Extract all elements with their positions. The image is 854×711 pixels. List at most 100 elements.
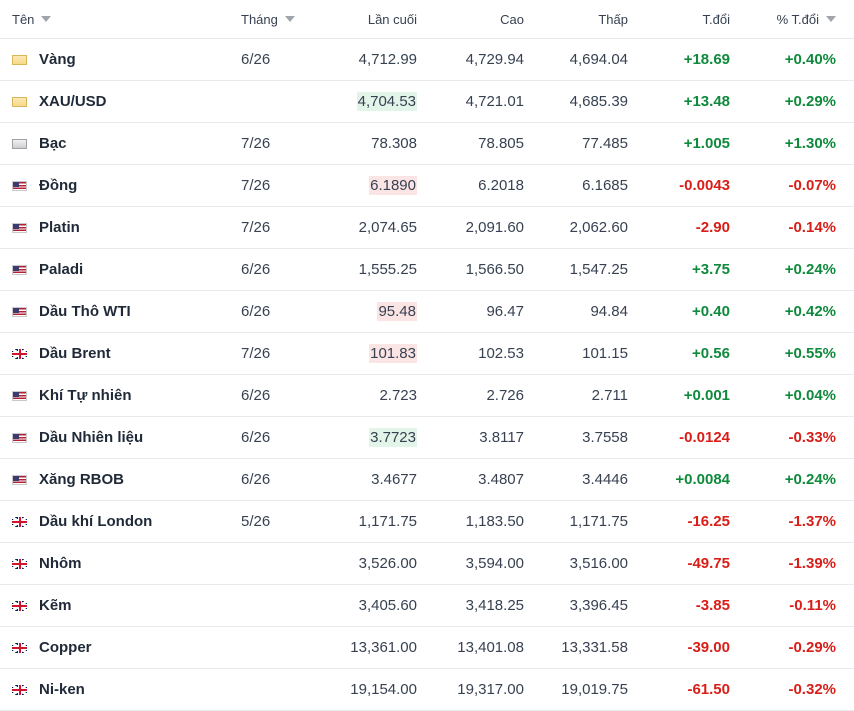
commodity-name-cell[interactable]: Đồng (0, 165, 225, 206)
change-pct-cell: +0.04% (730, 375, 836, 416)
table-row[interactable]: Nhôm 3,526.00 3,594.00 3,516.00 -49.75 -1.39% (0, 543, 854, 585)
price-change: +0.56 (692, 345, 730, 362)
table-row[interactable]: Platin 7/26 2,074.65 2,091.60 2,062.60 -2.90 -… (0, 207, 854, 249)
commodity-name[interactable]: Kẽm (39, 597, 72, 614)
commodity-name[interactable]: Xăng RBOB (39, 471, 125, 488)
change-cell: -61.50 (628, 669, 730, 710)
commodity-name[interactable]: XAU/USD (39, 93, 107, 110)
table-row[interactable]: XAU/USD 4,704.53 4,721.01 4,685.39 +13.48 +0.… (0, 81, 854, 123)
commodity-name[interactable]: Ni-ken (39, 681, 85, 698)
high-price: 3,594.00 (465, 555, 524, 572)
change-pct-cell: +0.42% (730, 291, 836, 332)
commodity-name[interactable]: Dầu khí London (39, 513, 153, 530)
change-pct-cell: -1.37% (730, 501, 836, 542)
uk-flag-icon (12, 558, 27, 569)
high-price: 1,566.50 (465, 261, 524, 278)
commodity-name-cell[interactable]: Kẽm (0, 585, 225, 626)
low-cell: 2,062.60 (524, 207, 628, 248)
last-price-cell: 95.48 (317, 291, 417, 332)
table-row[interactable]: Đồng 7/26 6.1890 6.2018 6.1685 -0.0043 -0.07% (0, 165, 854, 207)
change-cell: -0.0124 (628, 417, 730, 458)
row-spacer (836, 417, 854, 458)
table-row[interactable]: Bạc 7/26 78.308 78.805 77.485 +1.005 +1.30% (0, 123, 854, 165)
high-price: 2.726 (486, 387, 524, 404)
table-row[interactable]: Paladi 6/26 1,555.25 1,566.50 1,547.25 +3.75 +… (0, 249, 854, 291)
commodity-name-cell[interactable]: Dầu khí London (0, 501, 225, 542)
header-spacer (836, 0, 854, 38)
table-row[interactable]: Kẽm 3,405.60 3,418.25 3,396.45 -3.85 -0.11% (0, 585, 854, 627)
commodity-name[interactable]: Nhôm (39, 555, 82, 572)
high-price: 78.805 (478, 135, 524, 152)
last-price-cell: 4,712.99 (317, 39, 417, 80)
commodity-name[interactable]: Dầu Brent (39, 345, 111, 362)
table-row[interactable]: Ni-ken 19,154.00 19,317.00 19,019.75 -61.50 -… (0, 669, 854, 711)
commodity-name[interactable]: Copper (39, 639, 92, 656)
commodity-name-cell[interactable]: Xăng RBOB (0, 459, 225, 500)
commodity-name-cell[interactable]: Dầu Brent (0, 333, 225, 374)
commodity-name[interactable]: Platin (39, 219, 80, 236)
price-change: -16.25 (687, 513, 730, 530)
change-cell: +0.001 (628, 375, 730, 416)
column-header-low[interactable]: Thấp (524, 0, 628, 38)
month-cell: 6/26 (225, 291, 317, 332)
high-cell: 96.47 (417, 291, 524, 332)
commodity-name[interactable]: Dầu Thô WTI (39, 303, 131, 320)
low-price: 3,516.00 (569, 555, 628, 572)
column-header-name[interactable]: Tên (0, 0, 225, 38)
high-price: 4,721.01 (465, 93, 524, 110)
commodity-name[interactable]: Khí Tự nhiên (39, 387, 132, 404)
row-spacer (836, 207, 854, 248)
commodity-name-cell[interactable]: Dầu Thô WTI (0, 291, 225, 332)
commodity-name[interactable]: Vàng (39, 51, 76, 68)
commodity-name[interactable]: Bạc (39, 135, 67, 152)
column-header-high[interactable]: Cao (417, 0, 524, 38)
table-row[interactable]: Copper 13,361.00 13,401.08 13,331.58 -39.00 -… (0, 627, 854, 669)
month-cell (225, 81, 317, 122)
column-header-last[interactable]: Lần cuối (317, 0, 417, 38)
price-change: +18.69 (683, 51, 730, 68)
commodity-name-cell[interactable]: Platin (0, 207, 225, 248)
contract-month: 7/26 (241, 135, 271, 152)
table-row[interactable]: Khí Tự nhiên 6/26 2.723 2.726 2.711 +0.001 +0.… (0, 375, 854, 417)
commodity-name-cell[interactable]: Khí Tự nhiên (0, 375, 225, 416)
table-row[interactable]: Dầu Thô WTI 6/26 95.48 96.47 94.84 +0.40 +0.42… (0, 291, 854, 333)
price-change-pct: -1.37% (788, 513, 836, 530)
row-spacer (836, 333, 854, 374)
low-cell: 3.7558 (524, 417, 628, 458)
contract-month: 5/26 (241, 513, 271, 530)
commodity-name-cell[interactable]: XAU/USD (0, 81, 225, 122)
column-header-month[interactable]: Tháng (225, 0, 317, 38)
column-header-low-label: Thấp (598, 11, 628, 27)
table-row[interactable]: Xăng RBOB 6/26 3.4677 3.4807 3.4446 +0.0084 +0… (0, 459, 854, 501)
column-header-change[interactable]: T.đổi (628, 0, 730, 38)
change-pct-cell: +0.40% (730, 39, 836, 80)
us-flag-icon (12, 432, 27, 443)
commodity-name-cell[interactable]: Vàng (0, 39, 225, 80)
table-row[interactable]: Dầu khí London 5/26 1,171.75 1,183.50 1,171.… (0, 501, 854, 543)
sort-desc-icon[interactable] (41, 16, 52, 22)
commodity-name-cell[interactable]: Copper (0, 627, 225, 668)
commodity-name[interactable]: Paladi (39, 261, 84, 278)
table-row[interactable]: Dầu Nhiên liệu 6/26 3.7723 3.8117 3.7558 -0.0… (0, 417, 854, 459)
commodity-name-cell[interactable]: Nhôm (0, 543, 225, 584)
sort-desc-icon[interactable] (826, 16, 836, 22)
commodity-name[interactable]: Dầu Nhiên liệu (39, 429, 144, 446)
commodity-name-cell[interactable]: Ni-ken (0, 669, 225, 710)
low-cell: 2.711 (524, 375, 628, 416)
last-price-cell: 6.1890 (317, 165, 417, 206)
table-row[interactable]: Dầu Brent 7/26 101.83 102.53 101.15 +0.56 +0.5… (0, 333, 854, 375)
commodity-name[interactable]: Đồng (39, 177, 78, 194)
commodity-name-cell[interactable]: Bạc (0, 123, 225, 164)
sort-desc-icon[interactable] (284, 16, 295, 22)
commodity-name-cell[interactable]: Dầu Nhiên liệu (0, 417, 225, 458)
price-change: -39.00 (687, 639, 730, 656)
low-cell: 101.15 (524, 333, 628, 374)
price-change: -2.90 (695, 219, 730, 236)
low-price: 101.15 (582, 345, 628, 362)
table-row[interactable]: Vàng 6/26 4,712.99 4,729.94 4,694.04 +18.69 +0… (0, 39, 854, 81)
month-cell (225, 585, 317, 626)
commodity-name-cell[interactable]: Paladi (0, 249, 225, 290)
table-body: Vàng 6/26 4,712.99 4,729.94 4,694.04 +18.69 +0… (0, 39, 854, 711)
column-header-change-pct[interactable]: % T.đổi (730, 0, 836, 38)
row-spacer (836, 375, 854, 416)
